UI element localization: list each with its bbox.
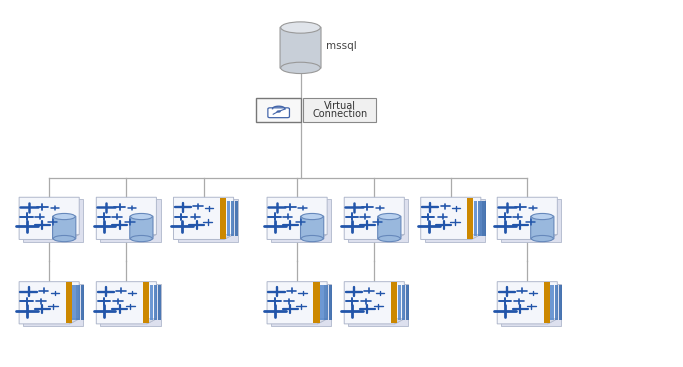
Polygon shape	[395, 235, 404, 239]
FancyBboxPatch shape	[100, 200, 161, 241]
Text: Virtual: Virtual	[324, 101, 356, 112]
FancyBboxPatch shape	[348, 200, 408, 241]
FancyBboxPatch shape	[130, 216, 153, 239]
Ellipse shape	[301, 214, 323, 219]
Ellipse shape	[531, 214, 553, 219]
Polygon shape	[19, 197, 79, 239]
Bar	[482, 201, 486, 236]
Bar	[324, 286, 328, 320]
FancyBboxPatch shape	[280, 27, 321, 68]
Polygon shape	[70, 235, 79, 239]
FancyBboxPatch shape	[271, 284, 331, 326]
Polygon shape	[224, 235, 234, 239]
FancyBboxPatch shape	[53, 216, 76, 239]
FancyBboxPatch shape	[178, 200, 238, 241]
Bar	[235, 201, 238, 236]
Bar	[402, 286, 405, 320]
Polygon shape	[173, 197, 234, 239]
Bar	[154, 286, 157, 320]
FancyBboxPatch shape	[501, 284, 561, 326]
Polygon shape	[548, 235, 557, 239]
Circle shape	[277, 110, 281, 113]
Bar	[320, 286, 324, 320]
Bar	[467, 198, 473, 239]
Polygon shape	[147, 319, 156, 324]
Bar	[150, 286, 153, 320]
FancyBboxPatch shape	[23, 200, 83, 241]
Ellipse shape	[531, 236, 553, 241]
Bar	[66, 283, 72, 323]
Polygon shape	[344, 282, 404, 324]
Polygon shape	[471, 235, 481, 239]
Polygon shape	[19, 282, 79, 324]
FancyBboxPatch shape	[256, 98, 301, 122]
FancyBboxPatch shape	[501, 200, 561, 241]
Text: Connection: Connection	[312, 109, 367, 119]
Polygon shape	[344, 197, 404, 239]
Polygon shape	[395, 319, 404, 324]
Polygon shape	[497, 197, 557, 239]
Ellipse shape	[281, 22, 320, 33]
FancyBboxPatch shape	[268, 108, 290, 118]
Bar	[406, 286, 409, 320]
Bar	[143, 283, 149, 323]
FancyBboxPatch shape	[531, 216, 554, 239]
Bar	[391, 283, 397, 323]
Ellipse shape	[53, 214, 75, 219]
Bar	[555, 286, 558, 320]
Ellipse shape	[130, 236, 152, 241]
Bar	[231, 201, 234, 236]
Polygon shape	[267, 197, 327, 239]
Bar	[550, 286, 554, 320]
Ellipse shape	[301, 236, 323, 241]
Polygon shape	[96, 197, 156, 239]
Polygon shape	[318, 319, 327, 324]
Polygon shape	[421, 197, 481, 239]
Bar	[559, 286, 562, 320]
Bar	[478, 201, 482, 236]
Polygon shape	[267, 282, 327, 324]
Bar	[158, 286, 161, 320]
Polygon shape	[70, 319, 79, 324]
FancyBboxPatch shape	[348, 284, 408, 326]
Polygon shape	[147, 235, 156, 239]
Bar	[329, 286, 332, 320]
FancyBboxPatch shape	[378, 216, 401, 239]
Bar	[398, 286, 401, 320]
Bar	[81, 286, 84, 320]
FancyBboxPatch shape	[271, 200, 331, 241]
Ellipse shape	[378, 236, 400, 241]
Text: mssql: mssql	[326, 41, 357, 51]
Bar	[72, 286, 76, 320]
Bar	[76, 286, 80, 320]
Polygon shape	[96, 282, 156, 324]
FancyBboxPatch shape	[301, 216, 324, 239]
FancyBboxPatch shape	[303, 98, 376, 122]
FancyBboxPatch shape	[100, 284, 161, 326]
Polygon shape	[497, 282, 557, 324]
Bar	[313, 283, 320, 323]
Bar	[220, 198, 226, 239]
Bar	[544, 283, 550, 323]
Bar	[474, 201, 477, 236]
FancyBboxPatch shape	[23, 284, 83, 326]
Polygon shape	[548, 319, 557, 324]
Ellipse shape	[281, 62, 320, 73]
Bar	[227, 201, 230, 236]
Ellipse shape	[53, 236, 75, 241]
Ellipse shape	[378, 214, 400, 219]
FancyBboxPatch shape	[425, 200, 485, 241]
Polygon shape	[318, 235, 327, 239]
Ellipse shape	[130, 214, 152, 219]
